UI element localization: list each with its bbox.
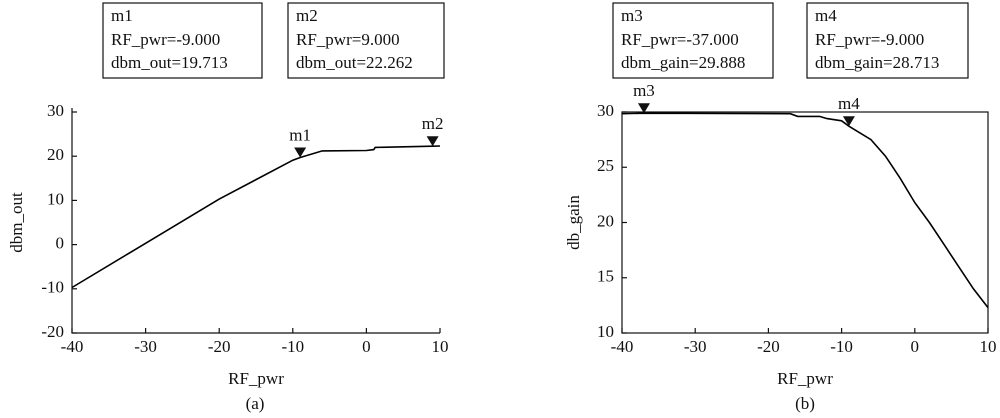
x-tick-label: -10: [830, 337, 853, 356]
y-tick-label: 20: [47, 145, 64, 164]
marker-triangle: [426, 136, 439, 147]
marker-box-line: dbm_out=19.713: [111, 53, 228, 72]
y-tick-label: -20: [41, 322, 64, 341]
caption: (a): [246, 394, 265, 413]
x-axis-label: RF_pwr: [777, 369, 833, 388]
marker-triangle: [294, 147, 307, 158]
marker-box: [612, 2, 774, 79]
marker-box: [287, 2, 445, 79]
marker-box-line: RF_pwr=9.000: [296, 30, 400, 49]
x-tick-label: -20: [757, 337, 780, 356]
marker-box-line: dbm_out=22.262: [296, 53, 413, 72]
data-line: [621, 112, 989, 309]
axis-lines: [71, 108, 440, 334]
y-tick-label: 30: [47, 101, 64, 120]
y-tick-label: 15: [597, 267, 614, 286]
y-tick-label: -10: [41, 278, 64, 297]
x-tick-label: -30: [134, 337, 157, 356]
x-tick-label: 10: [432, 337, 449, 356]
y-tick-label: 20: [597, 211, 614, 230]
y-tick-label: 10: [597, 322, 614, 341]
y-tick-label: 30: [597, 101, 614, 120]
x-tick-label: -10: [281, 337, 304, 356]
marker-box-name: m2: [296, 6, 318, 25]
marker-name: m2: [422, 114, 444, 133]
x-axis-label: RF_pwr: [228, 369, 284, 388]
plot-frame: [621, 111, 989, 334]
marker-box-line: dbm_gain=28.713: [815, 53, 939, 72]
y-tick-label: 25: [597, 156, 614, 175]
y-tick-label: 0: [56, 234, 65, 253]
marker-name: m3: [633, 81, 655, 100]
x-tick-label: -20: [208, 337, 231, 356]
marker-name: m4: [838, 94, 860, 113]
y-axis-label: db_gain: [564, 195, 583, 250]
marker-triangle: [637, 103, 650, 114]
marker-name: m1: [289, 125, 311, 144]
caption: (b): [795, 394, 815, 413]
x-tick-label: -40: [611, 337, 634, 356]
data-line: [71, 145, 441, 289]
x-tick-label: -30: [684, 337, 707, 356]
marker-box-name: m4: [815, 6, 837, 25]
y-axis-label: dbm_out: [7, 192, 26, 253]
x-tick-label: 10: [980, 337, 997, 356]
x-tick-label: 0: [911, 337, 920, 356]
y-tick-label: 10: [47, 189, 64, 208]
marker-box-line: RF_pwr=-37.000: [621, 30, 739, 49]
marker-box-name: m1: [111, 6, 133, 25]
marker-box-line: RF_pwr=-9.000: [111, 30, 220, 49]
x-tick-label: -40: [61, 337, 84, 356]
x-tick-label: 0: [362, 337, 371, 356]
marker-box-name: m3: [621, 6, 643, 25]
marker-box-line: dbm_gain=29.888: [621, 53, 745, 72]
marker-box: [102, 2, 263, 79]
marker-box: [806, 2, 969, 79]
marker-triangle: [842, 116, 855, 127]
marker-box-line: RF_pwr=-9.000: [815, 30, 924, 49]
